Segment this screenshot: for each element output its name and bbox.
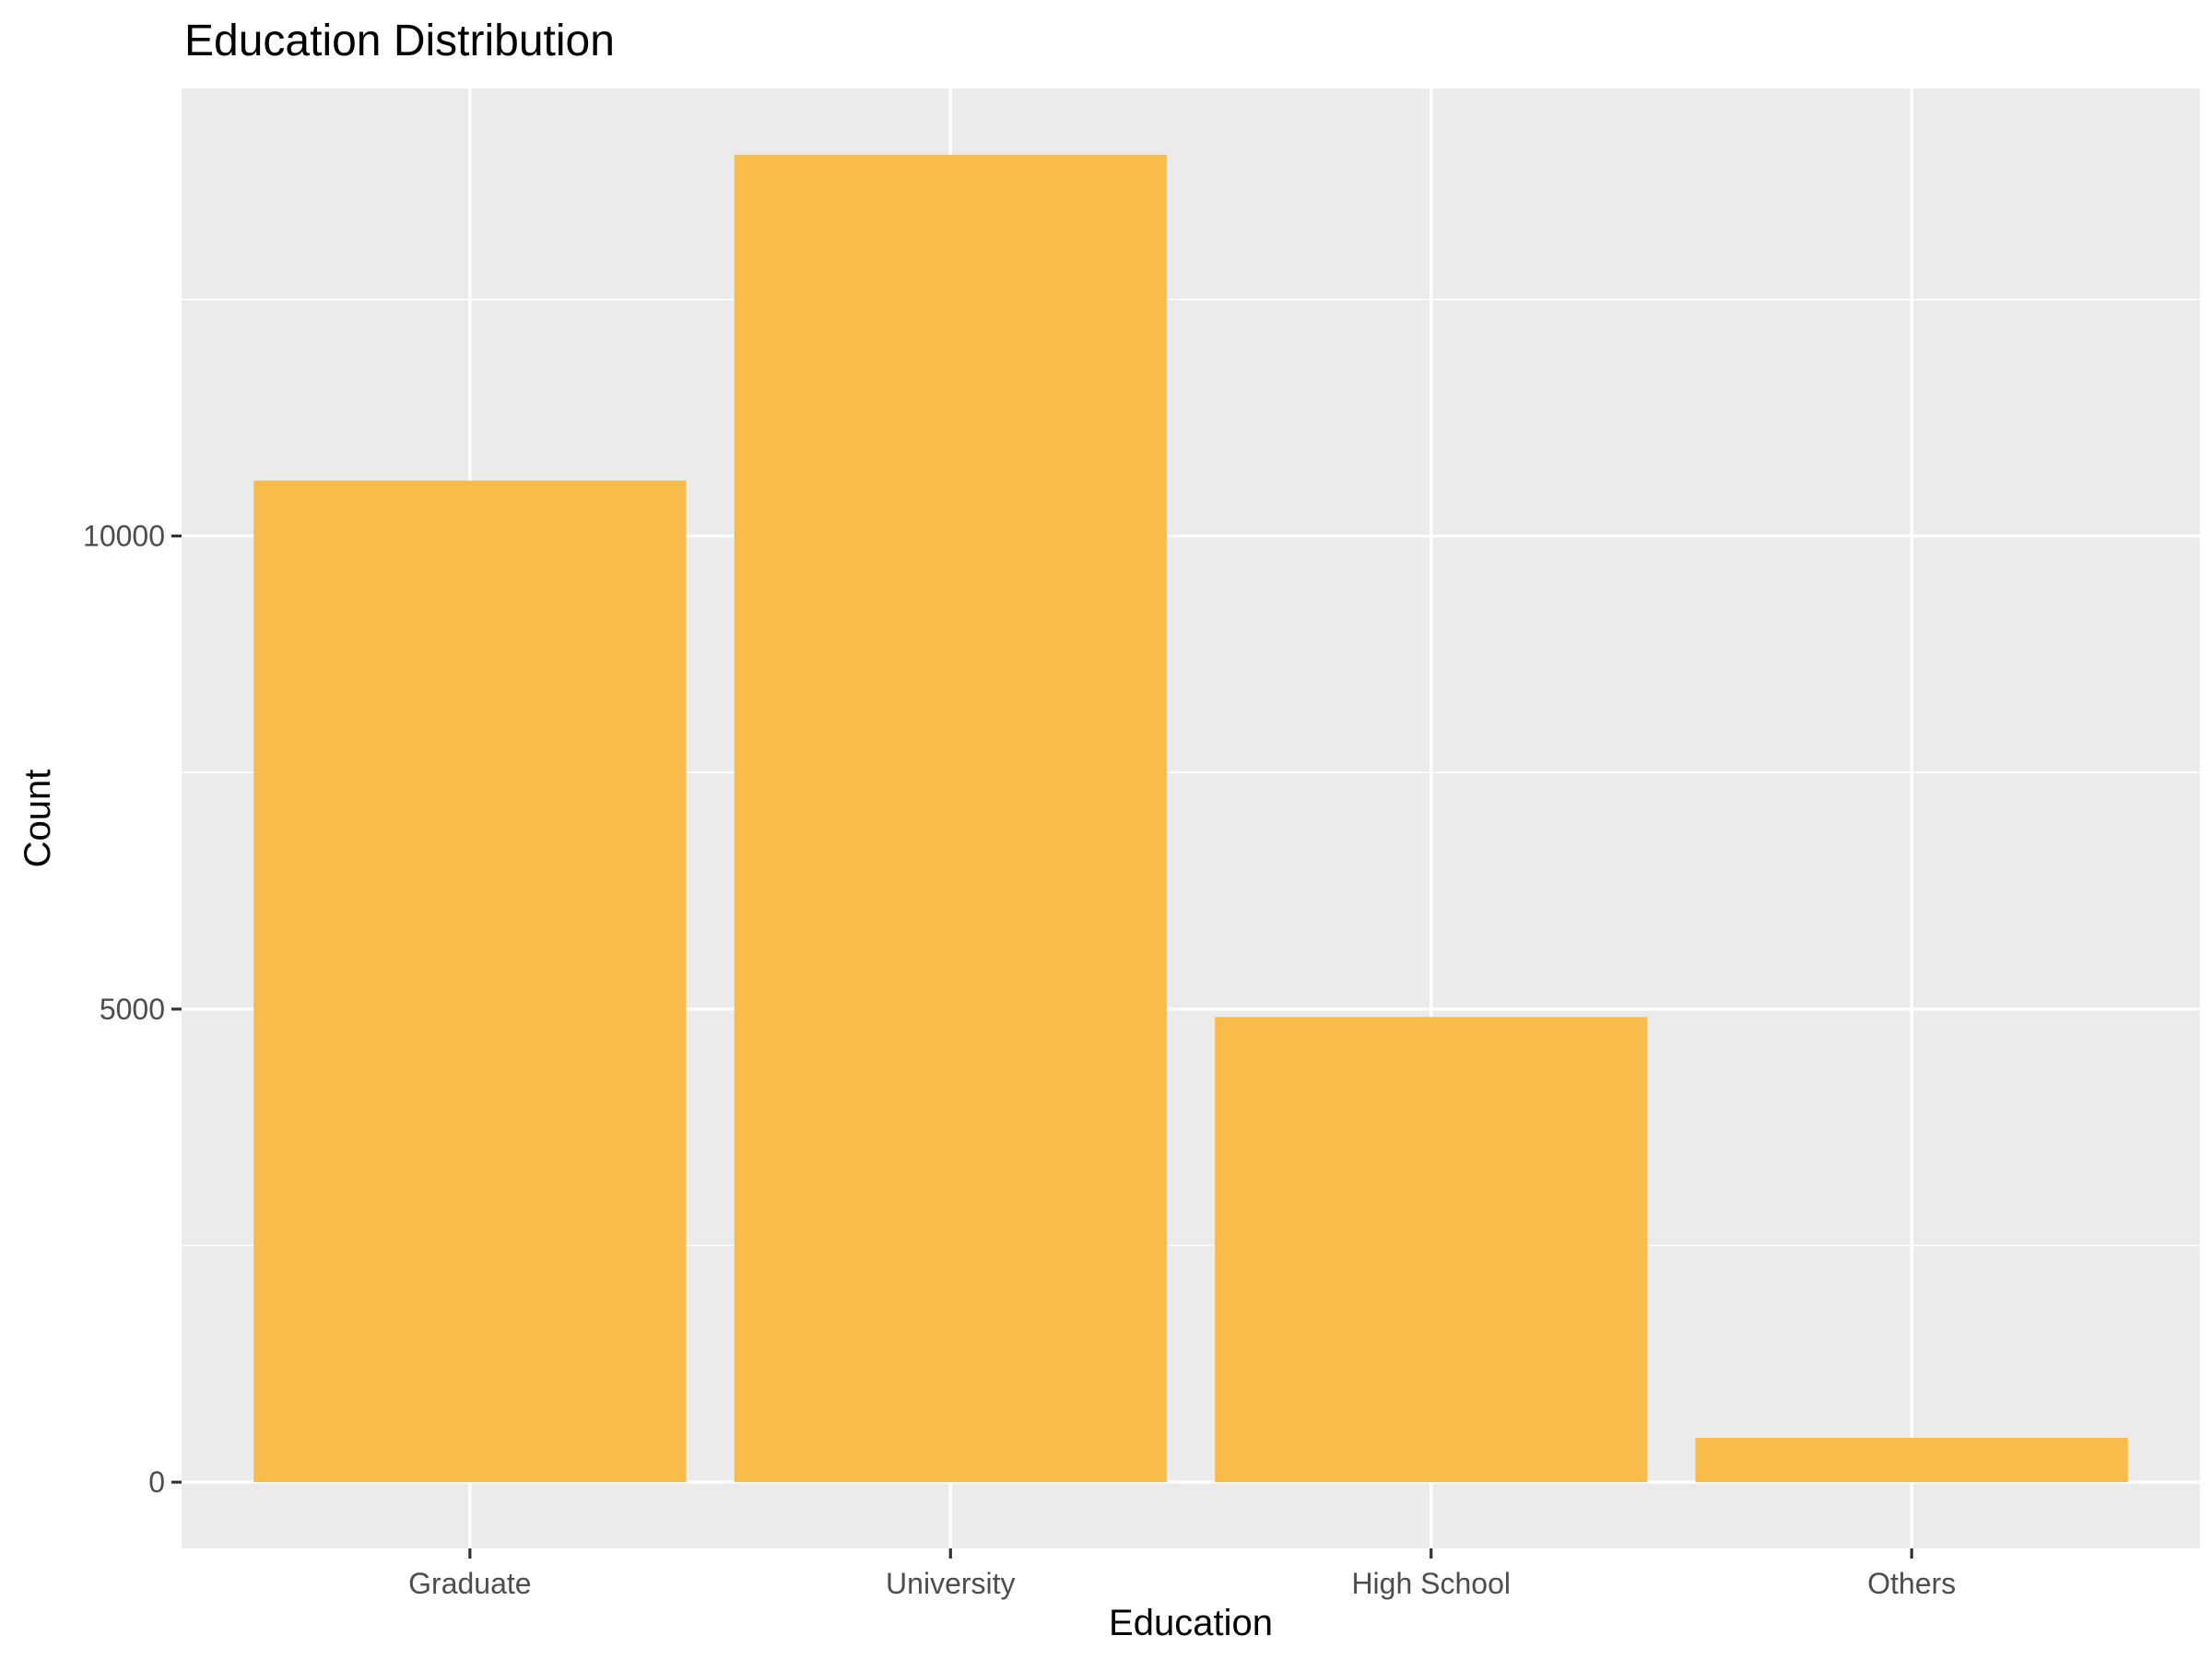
x-axis-title: Education	[1109, 1603, 1273, 1643]
x-axis: Graduate University High School Others	[408, 1548, 1956, 1600]
x-tick-label: Graduate	[408, 1567, 531, 1600]
bars	[253, 154, 2128, 1483]
y-tick-label: 10000	[83, 520, 165, 553]
chart-title: Education Distribution	[184, 17, 615, 65]
x-tick-label: High School	[1351, 1567, 1511, 1600]
x-tick-label: Others	[1867, 1567, 1956, 1600]
bar-high-school	[1215, 1017, 1648, 1483]
bar-others	[1695, 1438, 2128, 1483]
y-tick-label: 0	[148, 1465, 165, 1499]
bar-university	[734, 154, 1167, 1483]
x-tick-label: University	[886, 1567, 1015, 1600]
y-axis: 0 5000 10000	[83, 520, 182, 1499]
y-axis-title: Count	[18, 770, 58, 868]
y-tick-label: 5000	[100, 993, 165, 1026]
bar-graduate	[253, 480, 687, 1483]
